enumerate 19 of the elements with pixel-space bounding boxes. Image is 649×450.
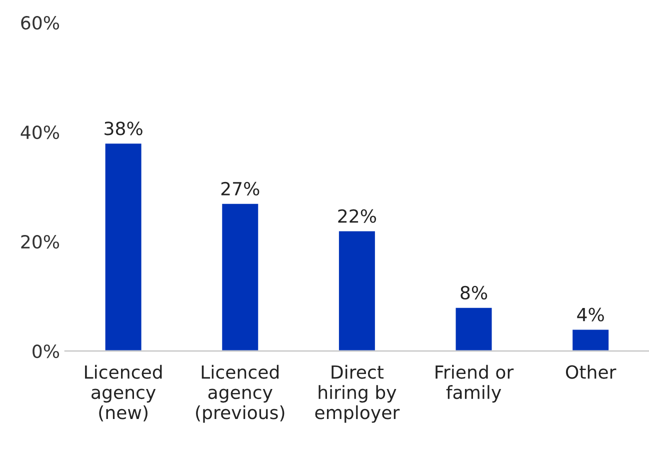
- data-label: 22%: [338, 209, 376, 223]
- data-label: 8%: [460, 286, 488, 300]
- x-tick-label: Friend or family: [436, 364, 514, 403]
- y-tick-label: 60%: [21, 16, 60, 30]
- data-label: 38%: [104, 122, 142, 136]
- bar: [454, 306, 494, 351]
- y-tick-label: 20%: [21, 234, 60, 249]
- x-tick-label: Other: [566, 364, 616, 379]
- y-tick-label: 40%: [20, 125, 60, 140]
- bar: [338, 230, 376, 351]
- bar: [220, 202, 260, 351]
- data-label: 4%: [577, 308, 604, 322]
- y-tick-label: 0%: [32, 344, 60, 358]
- x-tick-label: Licenced agency (new): [85, 364, 162, 422]
- data-label: 27%: [221, 182, 260, 196]
- x-tick-label: Licenced agency (previous): [196, 364, 284, 423]
- x-tick-label: Direct hiring by employer: [315, 364, 400, 423]
- bar: [104, 142, 143, 351]
- bar: [571, 328, 610, 351]
